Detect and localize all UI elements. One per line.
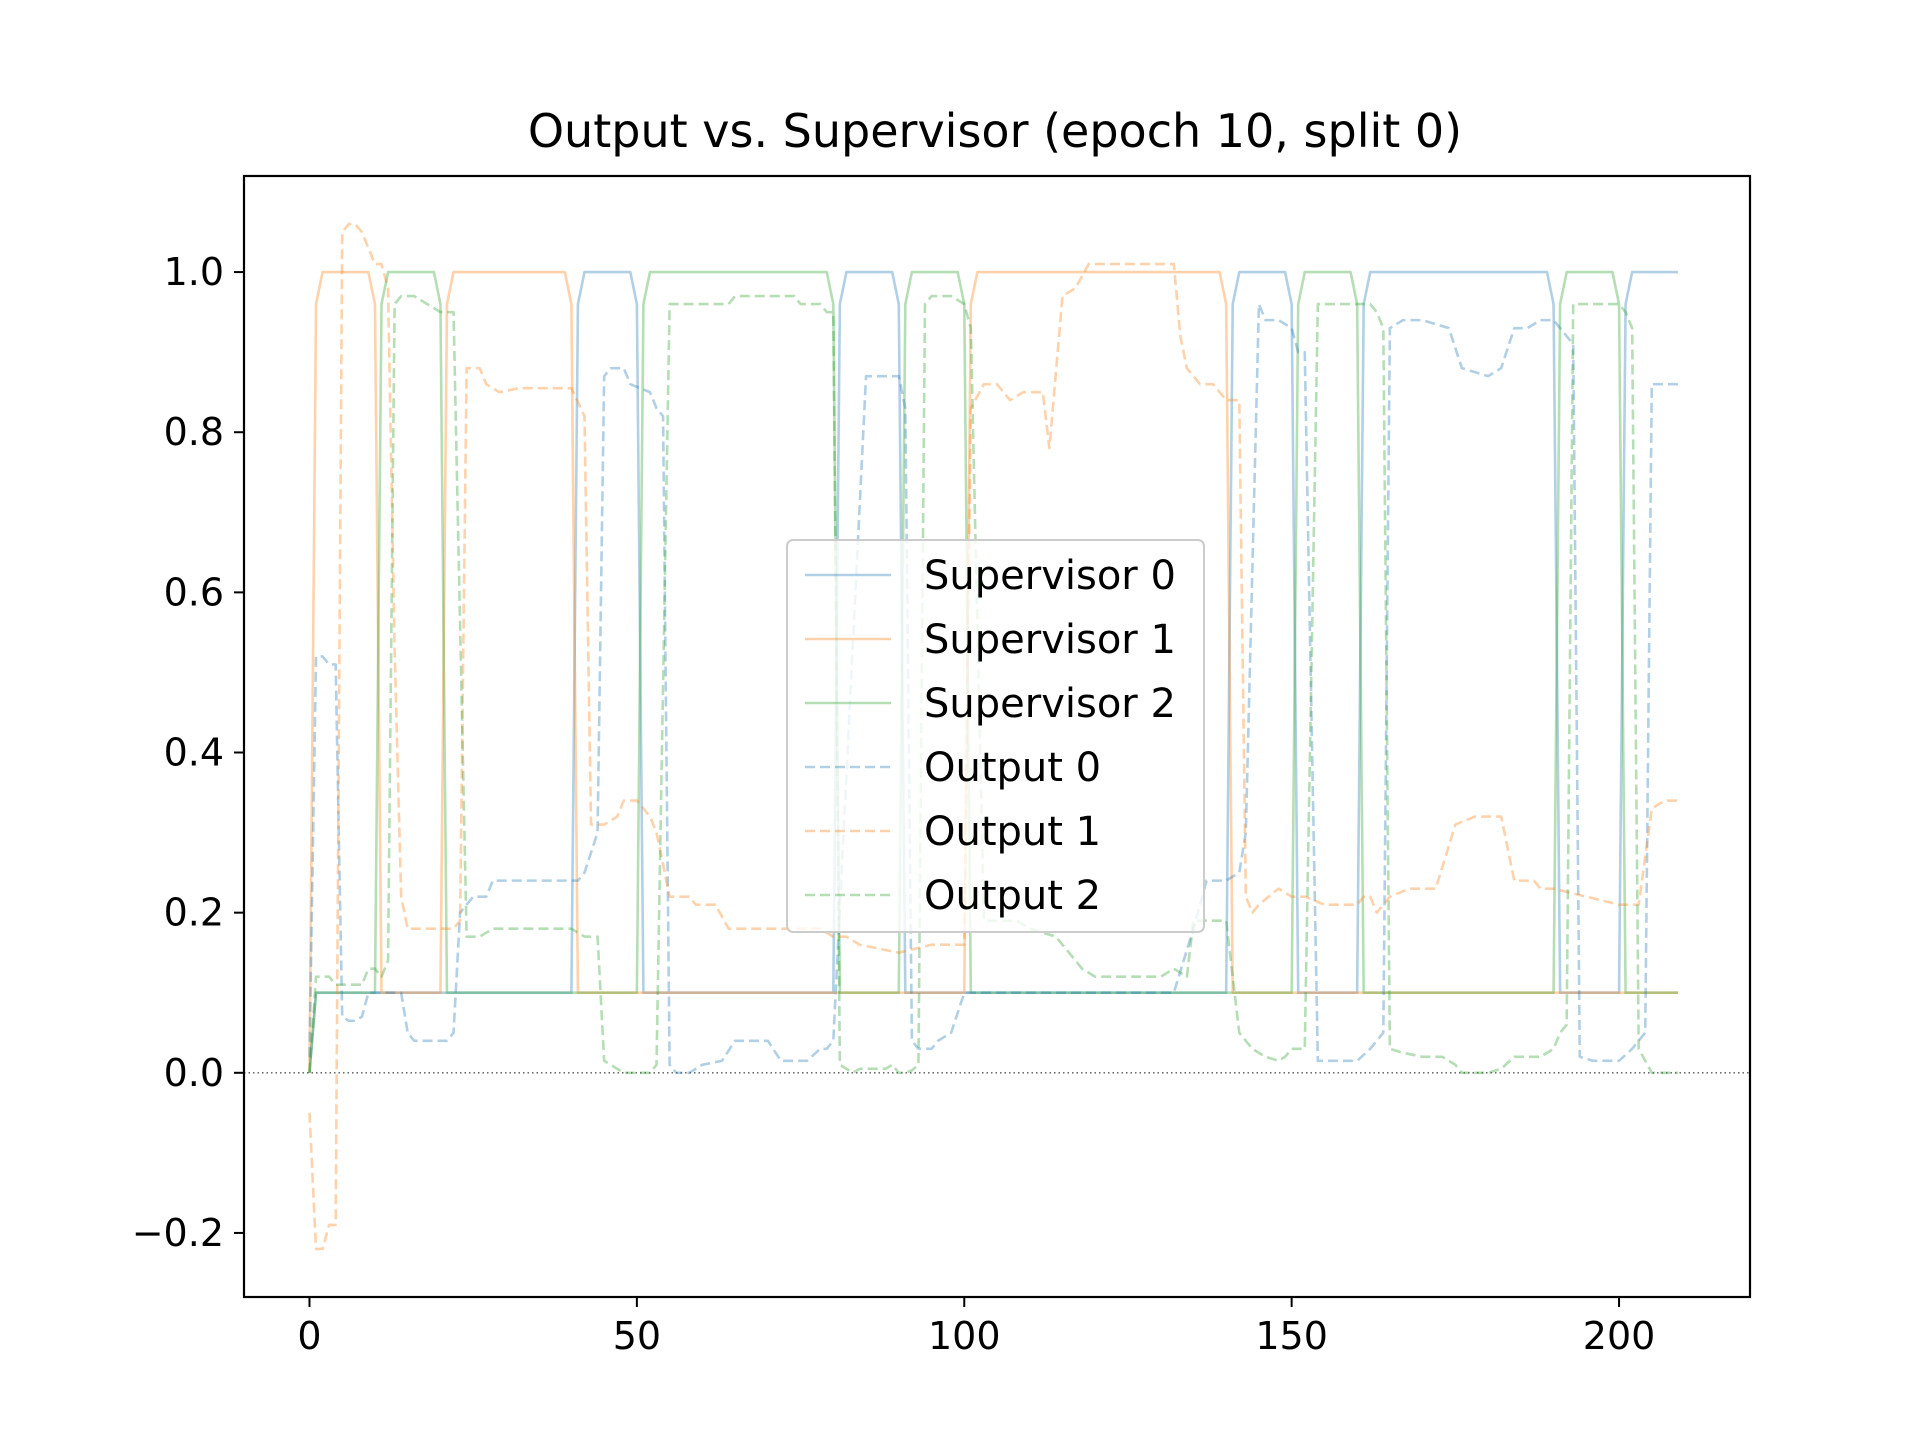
legend-box [786, 539, 1205, 933]
series-line-supervisor-0 [308, 270, 1678, 1073]
chart-title: Output vs. Supervisor (epoch 10, split 0… [528, 104, 1462, 158]
legend-label: Output 1 [924, 809, 1101, 855]
series-line-output-1 [308, 222, 1678, 1251]
x-tick-label: 0 [297, 1314, 321, 1358]
x-tick-label: 50 [613, 1314, 661, 1358]
legend-label: Output 0 [924, 745, 1101, 791]
series-line-output-0 [308, 302, 1678, 1075]
y-tick-label: 1.0 [164, 250, 224, 294]
x-axis: 0 50 100 150 200 [297, 1297, 1655, 1358]
x-tick-label: 200 [1583, 1314, 1656, 1358]
legend-label: Supervisor 0 [924, 553, 1176, 599]
series-line-supervisor-2 [308, 270, 1678, 1073]
y-tick-label: 0.0 [164, 1051, 224, 1095]
plot-frame [242, 174, 1752, 1299]
y-tick-label: 0.8 [164, 410, 224, 454]
y-axis: −0.2 0.0 0.2 0.4 0.6 0.8 1.0 [132, 250, 244, 1255]
legend-label: Supervisor 2 [924, 681, 1176, 727]
legend-label: Output 2 [924, 873, 1101, 919]
x-tick-label: 100 [928, 1314, 1001, 1358]
x-tick-label: 150 [1255, 1314, 1328, 1358]
y-tick-label: 0.4 [164, 731, 224, 775]
y-tick-label: −0.2 [132, 1211, 224, 1255]
y-tick-label: 0.6 [164, 570, 224, 614]
series-line-supervisor-1 [308, 270, 1678, 1073]
legend: Supervisor 0 Supervisor 1 Supervisor 2 Outp… [786, 539, 1205, 933]
legend-label: Supervisor 1 [924, 617, 1176, 663]
y-tick-label: 0.2 [164, 891, 224, 935]
series-layer [308, 222, 1678, 1251]
series-line-output-2 [308, 294, 1678, 1075]
